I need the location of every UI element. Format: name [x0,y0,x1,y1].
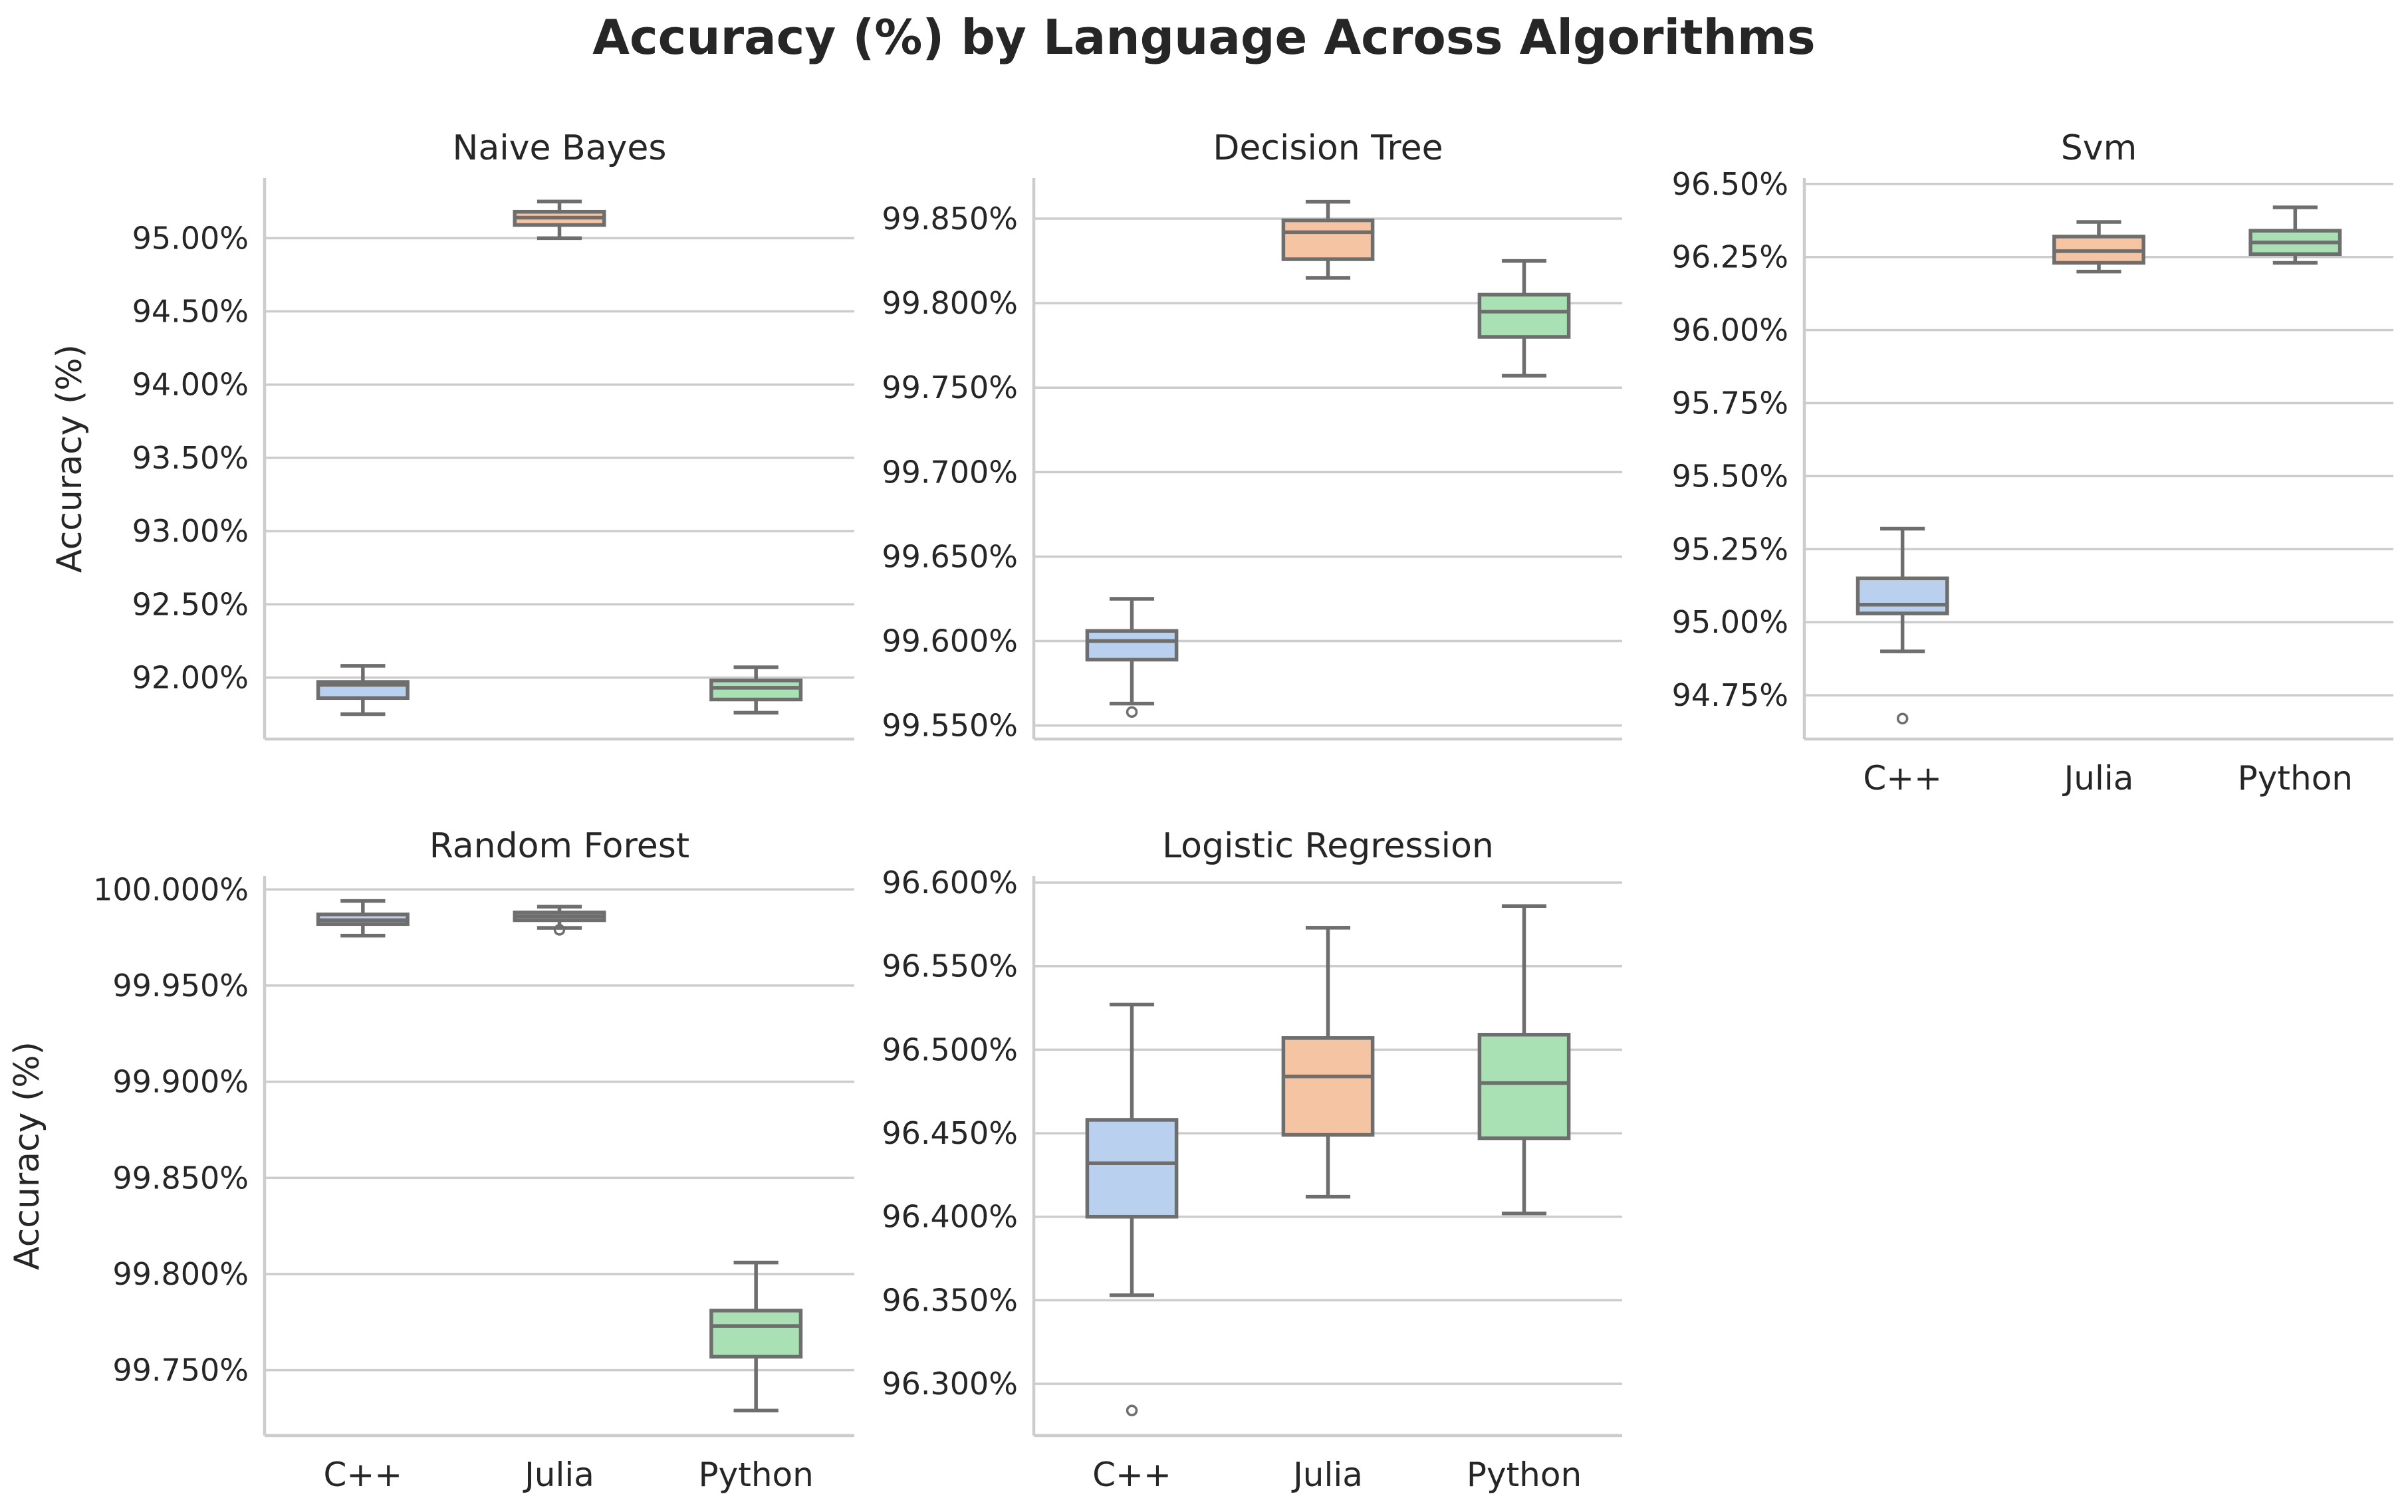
y-tick-label: 99.750% [882,370,1018,405]
y-tick-label: 96.600% [882,865,1018,901]
box-julia [1281,199,1375,280]
y-tick-label: 99.750% [112,1352,249,1388]
y-tick-label: 99.650% [882,538,1018,574]
box-c [316,664,410,716]
y-tick-label: 99.600% [882,623,1018,659]
iqr-box [1856,576,1949,615]
y-tick-label: 95.75% [1672,385,1788,421]
y-tick-label: 93.00% [132,513,249,549]
iqr-box [1477,292,1571,339]
y-tick-label: 95.50% [1672,458,1788,494]
y-tick-label: 99.800% [112,1256,249,1292]
y-tick-label: 94.00% [132,367,249,403]
y-tick-label: 96.400% [882,1199,1018,1235]
x-tick-label: Julia [523,1456,594,1494]
panel-title: Random Forest [429,826,689,866]
x-tick-label: Python [2238,759,2353,798]
box-python [709,1260,803,1413]
y-tick-label: 99.550% [882,708,1018,744]
panel-decision-tree: 99.550% 99.600% 99.650% 99.700% 99.750% 99.80… [882,128,1622,744]
panel-random-forest: 99.750% 99.800% 99.850% 99.900% 99.950% 100.0… [7,826,854,1494]
x-tick-label: Julia [2062,759,2134,798]
x-tick-label: Julia [1291,1456,1363,1494]
y-tick-label: 96.350% [882,1282,1018,1318]
box-c [316,899,410,938]
panel-title: Naive Bayes [453,128,667,168]
box-c [1856,526,1949,724]
y-tick-label: 94.50% [132,294,249,330]
panel-title: Svm [2061,128,2137,168]
y-tick-label: 99.800% [882,285,1018,321]
box-python [1477,259,1571,378]
y-axis-label: Accuracy (%) [7,1041,47,1270]
iqr-box [709,679,803,702]
y-tick-label: 99.900% [112,1064,249,1100]
box-julia [513,199,606,241]
x-tick-label: Python [1467,1456,1582,1494]
y-tick-label: 95.00% [132,220,249,256]
iqr-box [1281,1036,1375,1137]
x-tick-label: Python [699,1456,814,1494]
y-tick-label: 96.25% [1672,239,1788,275]
y-tick-label: 92.00% [132,659,249,695]
box-python [2248,205,2342,265]
x-tick-label: C++ [1092,1456,1171,1494]
x-tick-label: C++ [323,1456,402,1494]
y-tick-label: 99.850% [112,1160,249,1196]
y-tick-label: 96.450% [882,1115,1018,1151]
box-julia [513,905,606,936]
figure-title: Accuracy (%) by Language Across Algorith… [592,9,1816,65]
y-tick-label: 96.300% [882,1366,1018,1402]
box-python [709,665,803,715]
y-tick-label: 96.50% [1672,166,1788,202]
outlier-point [553,924,566,936]
panel-naive-bayes: 92.00% 92.50% 93.00% 93.50% 94.00% 94.50% 95.0… [50,128,854,741]
outlier-point [1126,706,1138,718]
panel-svm: 94.75% 95.00% 95.25% 95.50% 95.75% 96.00% 96.2… [1672,128,2393,798]
outlier-point [1126,1404,1138,1417]
box-julia [2052,220,2145,274]
iqr-box [1477,1033,1571,1140]
box-c [1085,1002,1179,1417]
iqr-box [1085,1118,1179,1219]
y-tick-label: 93.50% [132,440,249,476]
iqr-box [709,1309,803,1359]
panel-logistic-regression: 96.300% 96.350% 96.400% 96.450% 96.500% 96.55… [882,826,1622,1494]
y-tick-label: 99.700% [882,454,1018,490]
x-tick-label: C++ [1863,759,1942,798]
y-tick-label: 96.500% [882,1031,1018,1067]
iqr-box [1085,629,1179,662]
panel-title: Decision Tree [1213,128,1443,168]
y-tick-label: 96.00% [1672,312,1788,348]
y-tick-label: 99.850% [882,201,1018,237]
y-tick-label: 96.550% [882,948,1018,984]
y-tick-label: 99.950% [112,968,249,1004]
y-axis-label: Accuracy (%) [50,344,90,573]
iqr-box [1281,218,1375,261]
outlier-point [1896,712,1909,724]
y-tick-label: 94.75% [1672,677,1788,713]
box-python [1477,904,1571,1216]
y-tick-label: 95.00% [1672,604,1788,640]
y-tick-label: 95.25% [1672,531,1788,567]
y-tick-label: 100.000% [93,871,249,907]
box-julia [1281,926,1375,1199]
panel-title: Logistic Regression [1162,826,1494,866]
y-tick-label: 92.50% [132,586,249,622]
box-c [1085,597,1179,718]
